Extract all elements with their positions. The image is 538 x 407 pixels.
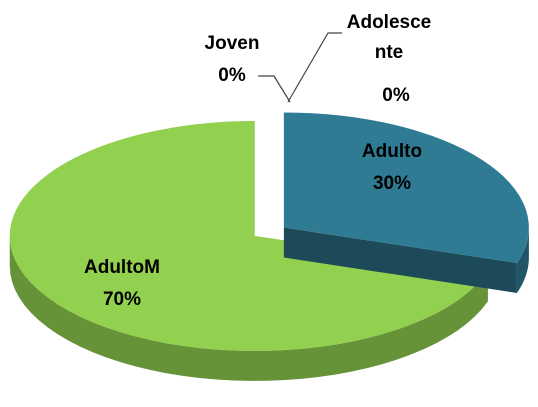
value-label: 0% <box>382 85 410 106</box>
slice-side <box>516 227 529 294</box>
slice-top <box>9 120 488 351</box>
slice-top <box>283 112 529 264</box>
value-label: 70% <box>103 289 141 310</box>
slice-face <box>283 227 517 294</box>
category-label: Adulto <box>362 141 422 162</box>
value-label: 30% <box>373 173 411 194</box>
category-label: Joven <box>205 33 260 54</box>
category-label: AdultoM <box>84 257 160 278</box>
value-label: 0% <box>218 65 246 86</box>
leader-line <box>258 75 291 103</box>
slice <box>283 112 529 294</box>
leader-line <box>287 32 342 103</box>
slice-side <box>9 235 488 381</box>
category-label: Adolescente <box>346 12 432 63</box>
